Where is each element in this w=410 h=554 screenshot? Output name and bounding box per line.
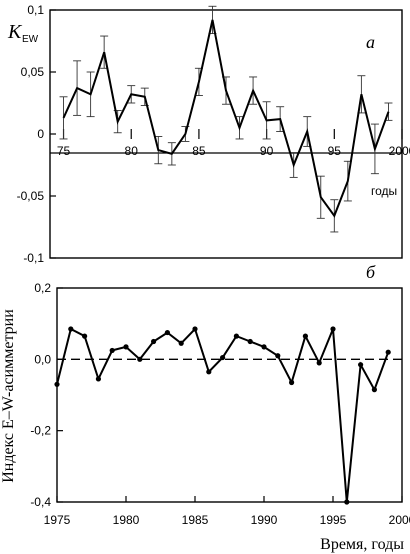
bottom-plot-frame (56, 287, 403, 503)
bottom-data-point (385, 349, 391, 355)
bottom-data-point (289, 379, 295, 386)
top-x-tick-label: 2000 (389, 144, 410, 158)
bottom-data-point (82, 333, 88, 339)
bottom-y-ticks: 0,2 0,0 -0,2 -0,4 (30, 281, 63, 509)
bottom-data-point (261, 344, 267, 350)
bottom-panel-letter: б (366, 262, 376, 282)
top-y-ticks: 0,1 0,05 0 -0,05 -0,1 (17, 3, 56, 265)
top-x-tick-label: 95 (328, 144, 342, 158)
top-error-bars (59, 5, 393, 233)
top-x-unit-label: годы (371, 184, 397, 198)
bottom-data-point (371, 387, 377, 393)
bottom-data-point (54, 381, 60, 387)
top-y-axis-label-sub: EW (22, 34, 39, 45)
bottom-data-point (330, 326, 336, 332)
bottom-data-point (358, 362, 364, 368)
top-y-tick-label: 0,05 (21, 65, 45, 79)
bottom-data-point (123, 344, 129, 350)
bottom-y-tick-label: 0,0 (34, 352, 51, 366)
bottom-x-tick-label: 1985 (182, 513, 209, 527)
top-x-tick-label: 85 (192, 144, 206, 158)
bottom-data-point (164, 329, 170, 336)
top-plot-frame (49, 9, 403, 259)
bottom-data-point (95, 376, 101, 382)
bottom-data-point (247, 338, 253, 345)
bottom-x-tick-label: 2000 (389, 513, 410, 527)
bottom-x-tick-label: 1975 (44, 513, 71, 527)
bottom-data-point (68, 326, 74, 332)
bottom-data-point (316, 360, 322, 366)
bottom-data-point (275, 353, 281, 359)
bottom-data-point (206, 369, 212, 375)
top-x-tick-label: 80 (125, 144, 139, 158)
chart-bottom: 0,20,0-0,2-0,4 197519801985199019952000 … (0, 262, 410, 553)
top-x-ticks: 75 80 85 90 95 2000 (57, 129, 410, 158)
bottom-data-point (192, 326, 198, 332)
bottom-data-point (178, 340, 184, 346)
bottom-x-axis-label: Время, годы (320, 536, 404, 553)
top-x-tick-label: 75 (57, 144, 71, 158)
bottom-x-tick-label: 1990 (251, 513, 278, 527)
top-x-tick-label: 90 (260, 144, 274, 158)
top-y-axis-label: K (7, 21, 23, 43)
bottom-data-point (109, 347, 115, 354)
bottom-data-point (151, 338, 157, 345)
bottom-y-tick-label: -0,2 (30, 424, 51, 438)
bottom-y-axis-label: Индекс E–W-асимметрии (0, 309, 17, 483)
bottom-x-tick-label: 1980 (113, 513, 140, 527)
bottom-y-tick-label: 0,2 (34, 281, 51, 295)
top-y-tick-label: -0,05 (17, 189, 45, 203)
top-series-line (62, 19, 390, 218)
bottom-x-tick-label: 1995 (320, 513, 347, 527)
top-y-tick-label: 0 (37, 127, 44, 141)
bottom-x-ticks: 1975 1980 1985 1990 1995 2000 (44, 496, 410, 527)
bottom-data-point (233, 333, 239, 339)
bottom-data-point (302, 333, 308, 339)
bottom-series-points (54, 326, 391, 505)
top-y-tick-label: -0,1 (23, 251, 44, 265)
bottom-y-tick-label: -0,4 (30, 495, 51, 509)
bottom-data-point (137, 356, 143, 362)
chart-top: 0,10,050-0,05-0,1 75808590952000 K EW а … (7, 3, 410, 265)
bottom-data-point (344, 499, 350, 505)
top-y-tick-label: 0,1 (27, 3, 44, 17)
bottom-data-point (220, 354, 226, 361)
top-panel-letter: а (366, 32, 375, 52)
